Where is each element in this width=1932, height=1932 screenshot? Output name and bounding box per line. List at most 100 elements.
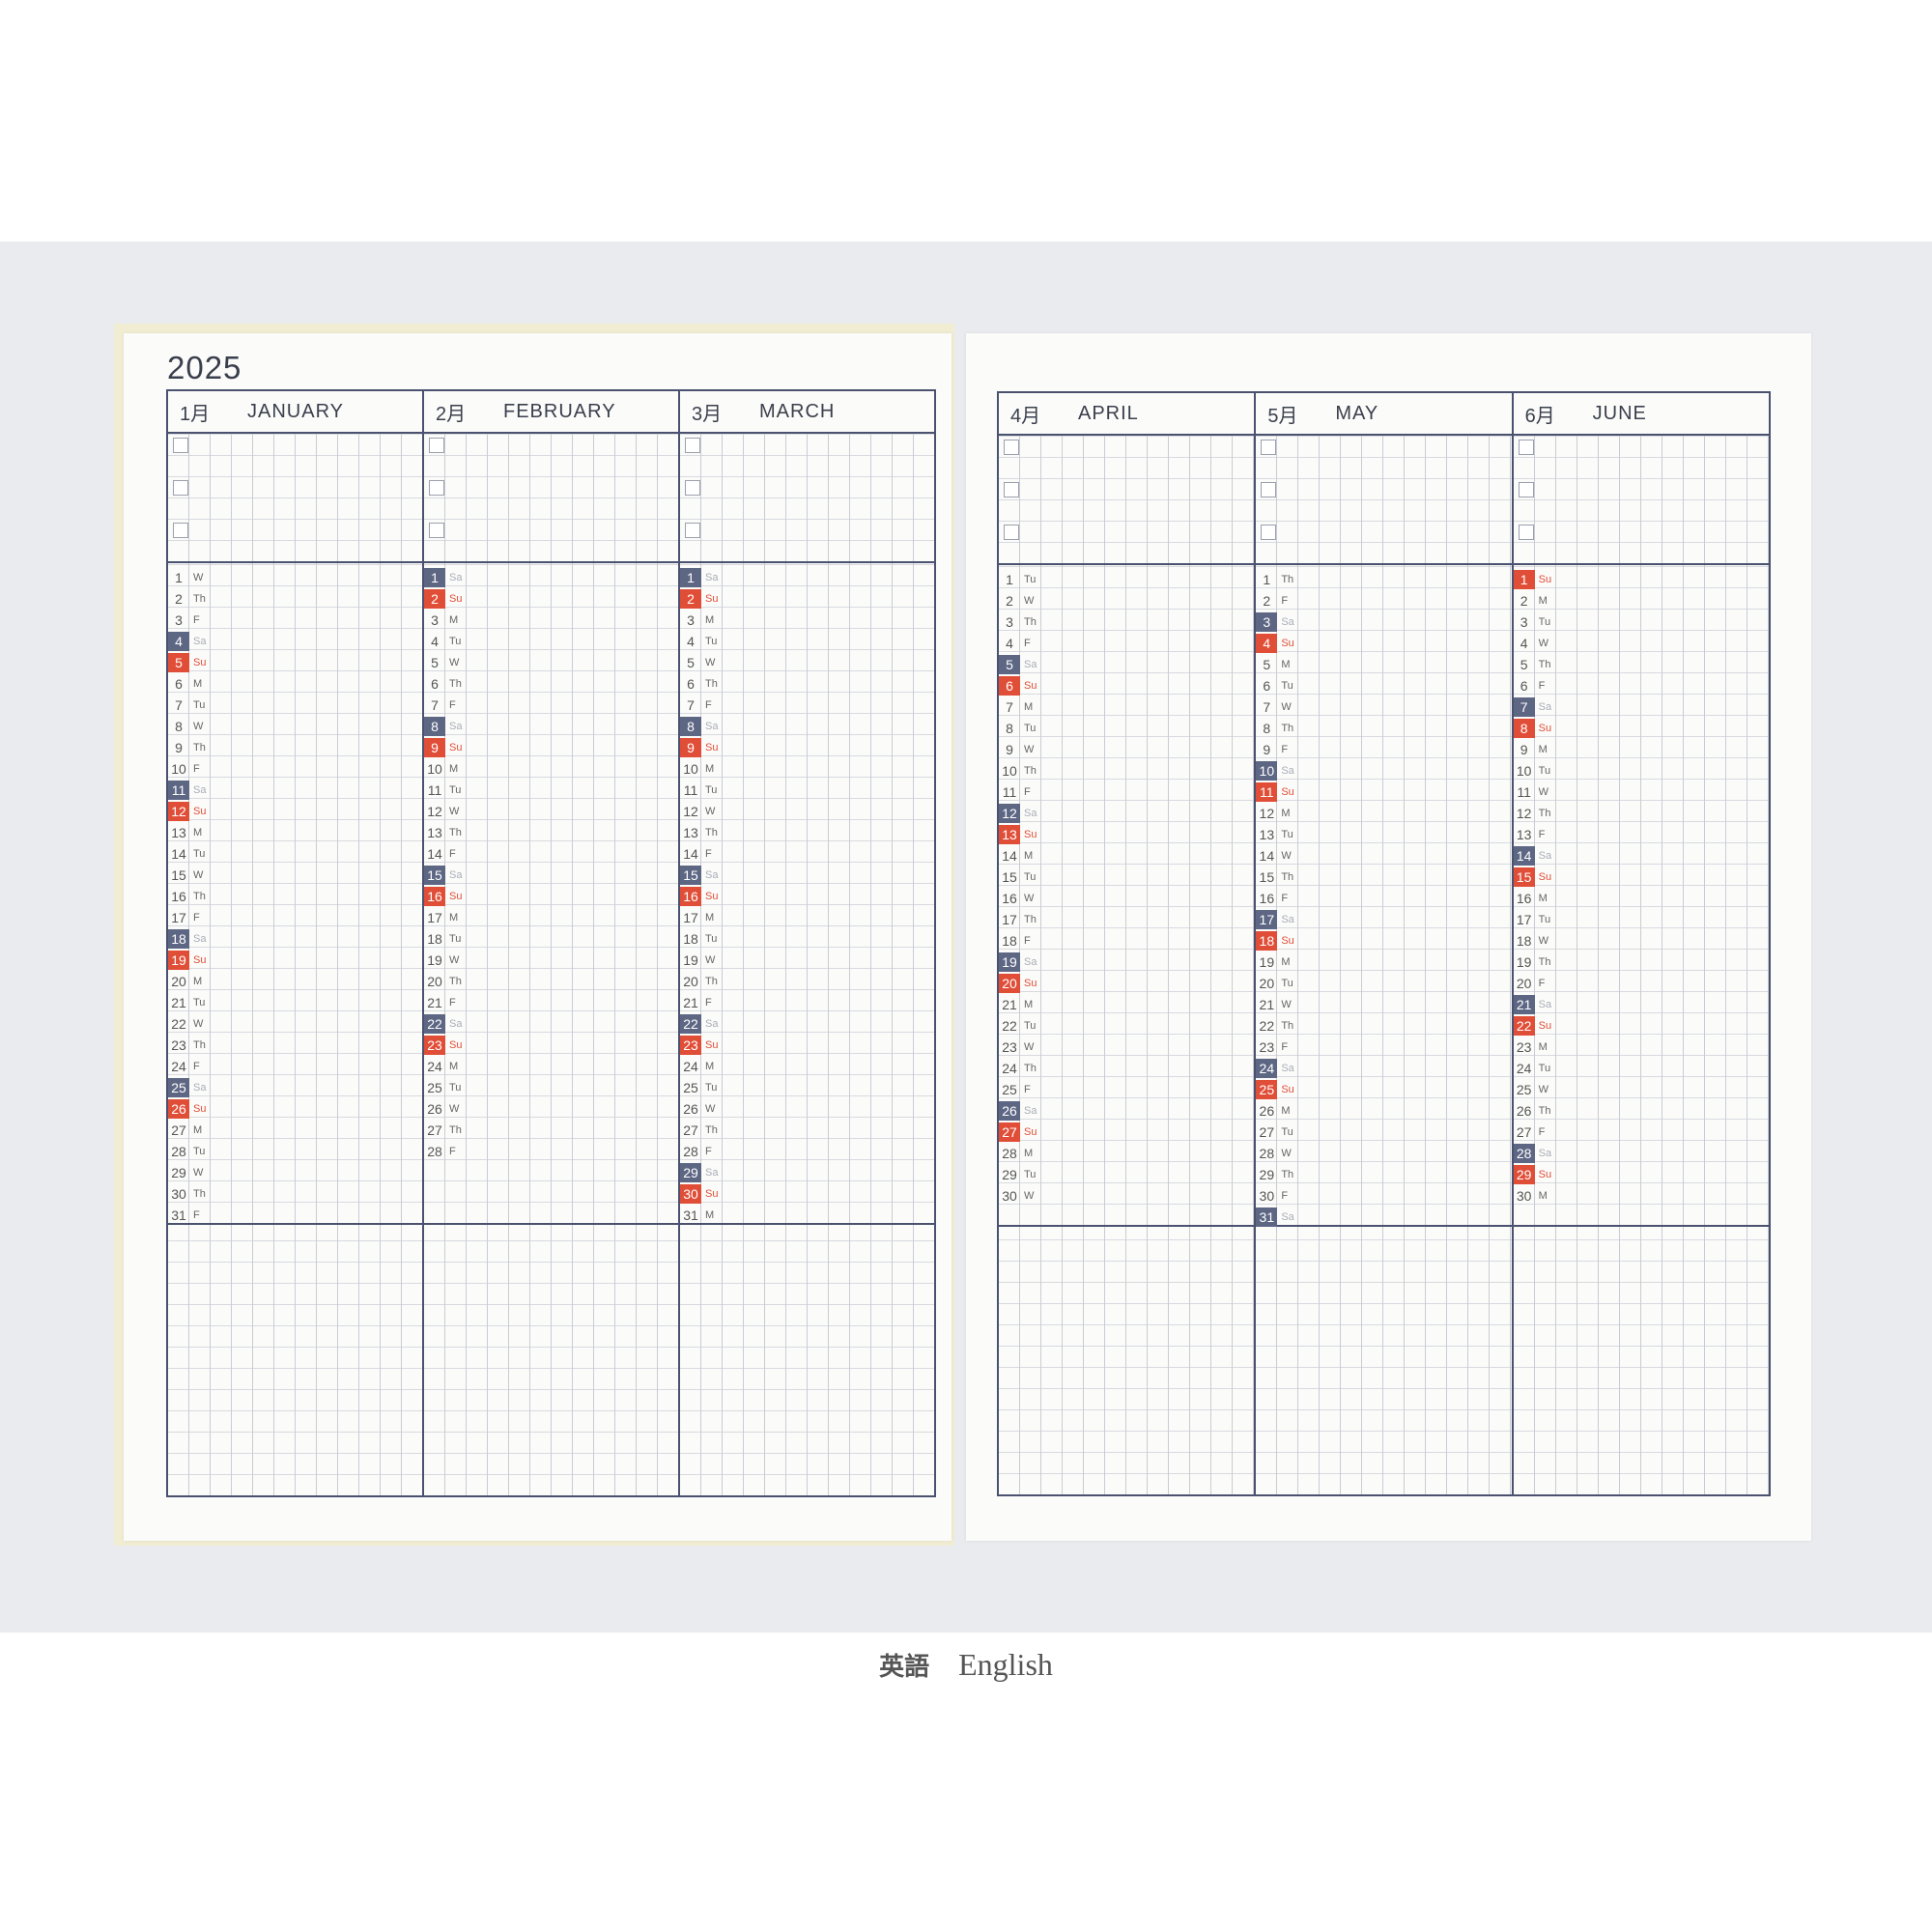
task-checkbox[interactable] [1261,525,1277,540]
day-row[interactable]: 23 F [1256,1037,1511,1058]
day-row[interactable]: 30 Th [168,1183,422,1205]
day-row[interactable]: 2 Su [680,588,934,610]
task-checkbox[interactable] [1004,440,1019,455]
day-row[interactable]: 13 Th [680,822,934,843]
notes-area[interactable] [424,1225,678,1495]
day-row[interactable]: 4 Sa [168,631,422,652]
day-row[interactable]: 13 Tu [1256,824,1511,845]
task-checkbox[interactable] [1518,482,1534,497]
day-row[interactable]: 8 Tu [999,718,1254,739]
task-checkbox[interactable] [1261,482,1277,497]
day-row[interactable]: 1 Sa [424,567,678,588]
day-row[interactable]: 10 M [680,758,934,780]
day-row[interactable]: 26 Th [1514,1100,1769,1122]
day-row[interactable]: 12 M [1256,803,1511,824]
task-checkbox[interactable] [1004,525,1019,540]
notes-area[interactable] [1513,1227,1769,1494]
day-row[interactable]: 16 M [1514,888,1769,909]
day-row[interactable]: 19 W [424,950,678,971]
day-row[interactable]: 17 Th [999,909,1254,930]
day-row[interactable]: 3 Th [999,611,1254,633]
task-checkbox[interactable] [173,523,188,538]
day-row[interactable]: 18 F [999,930,1254,952]
task-checkbox[interactable] [429,523,444,538]
day-row[interactable]: 22 W [168,1013,422,1035]
day-row[interactable]: 13 Th [424,822,678,843]
day-row[interactable]: 17 Sa [1256,909,1511,930]
day-row[interactable]: 19 Su [168,950,422,971]
day-row[interactable]: 28 F [680,1141,934,1162]
day-row[interactable]: 18 W [1514,930,1769,952]
day-row[interactable]: 24 F [168,1056,422,1077]
day-row[interactable]: 24 M [680,1056,934,1077]
day-row[interactable]: 23 M [1514,1037,1769,1058]
day-row[interactable]: 27 F [1514,1122,1769,1143]
day-row[interactable]: 11 Tu [424,780,678,801]
day-row[interactable]: 10 M [424,758,678,780]
day-row[interactable]: 4 Tu [424,631,678,652]
day-row[interactable]: 12 Su [168,801,422,822]
day-row[interactable]: 25 W [1514,1079,1769,1100]
day-row[interactable]: 28 Sa [1513,1143,1769,1164]
day-row[interactable]: 22 Tu [999,1015,1254,1037]
task-checkbox[interactable] [685,480,700,496]
day-row[interactable]: 16 F [1256,888,1511,909]
day-row[interactable]: 18 Tu [680,928,934,950]
day-row[interactable]: 12 Th [1514,803,1769,824]
notes-area[interactable] [680,1225,934,1495]
day-row[interactable]: 20 Th [680,971,934,992]
day-row[interactable]: 29 Tu [999,1164,1254,1185]
day-row[interactable]: 29 Su [1513,1164,1769,1185]
day-row[interactable]: 21 M [999,994,1254,1015]
day-row[interactable]: 19 W [680,950,934,971]
day-row[interactable]: 15 Su [1513,867,1769,888]
day-row[interactable]: 23 W [999,1037,1254,1058]
day-row[interactable]: 24 M [424,1056,678,1077]
day-row[interactable]: 20 M [168,971,422,992]
day-row[interactable]: 27 Th [680,1120,934,1141]
day-row[interactable]: 22 Sa [680,1013,934,1035]
day-row[interactable]: 30 F [1256,1185,1511,1207]
day-row[interactable]: 9 Su [424,737,678,758]
day-row[interactable]: 17 Tu [1514,909,1769,930]
day-row[interactable]: 26 Sa [999,1100,1254,1122]
day-row[interactable]: 21 F [424,992,678,1013]
day-row[interactable]: 25 Sa [168,1077,422,1098]
task-checkbox[interactable] [1261,440,1277,455]
day-row[interactable]: 26 M [1256,1100,1511,1122]
day-row[interactable]: 11 F [999,781,1254,803]
day-row[interactable]: 20 Tu [1256,973,1511,994]
day-row[interactable]: 4 Su [1256,633,1511,654]
day-row[interactable]: 28 F [424,1141,678,1162]
day-row[interactable]: 1 Tu [999,569,1254,590]
day-row[interactable]: 22 Th [1256,1015,1511,1037]
day-row[interactable]: 10 Sa [1256,760,1511,781]
task-checkbox[interactable] [1518,440,1534,455]
day-row[interactable]: 1 Su [1513,569,1769,590]
day-row[interactable]: 14 Tu [168,843,422,865]
day-row[interactable]: 6 Th [680,673,934,695]
day-row[interactable]: 16 Su [424,886,678,907]
day-row[interactable]: 13 F [1514,824,1769,845]
task-checkbox[interactable] [173,480,188,496]
day-row[interactable]: 17 F [168,907,422,928]
day-row[interactable]: 1 Th [1256,569,1511,590]
day-row[interactable]: 14 W [1256,845,1511,867]
day-row[interactable]: 11 Su [1256,781,1511,803]
day-row[interactable]: 25 Tu [680,1077,934,1098]
day-row[interactable]: 29 W [168,1162,422,1183]
day-row[interactable]: 12 W [680,801,934,822]
day-row[interactable]: 1 Sa [680,567,934,588]
day-row[interactable]: 28 W [1256,1143,1511,1164]
day-row[interactable]: 6 Th [424,673,678,695]
day-row[interactable]: 5 Su [168,652,422,673]
day-row[interactable]: 13 Su [999,824,1254,845]
notes-area[interactable] [999,1227,1255,1494]
